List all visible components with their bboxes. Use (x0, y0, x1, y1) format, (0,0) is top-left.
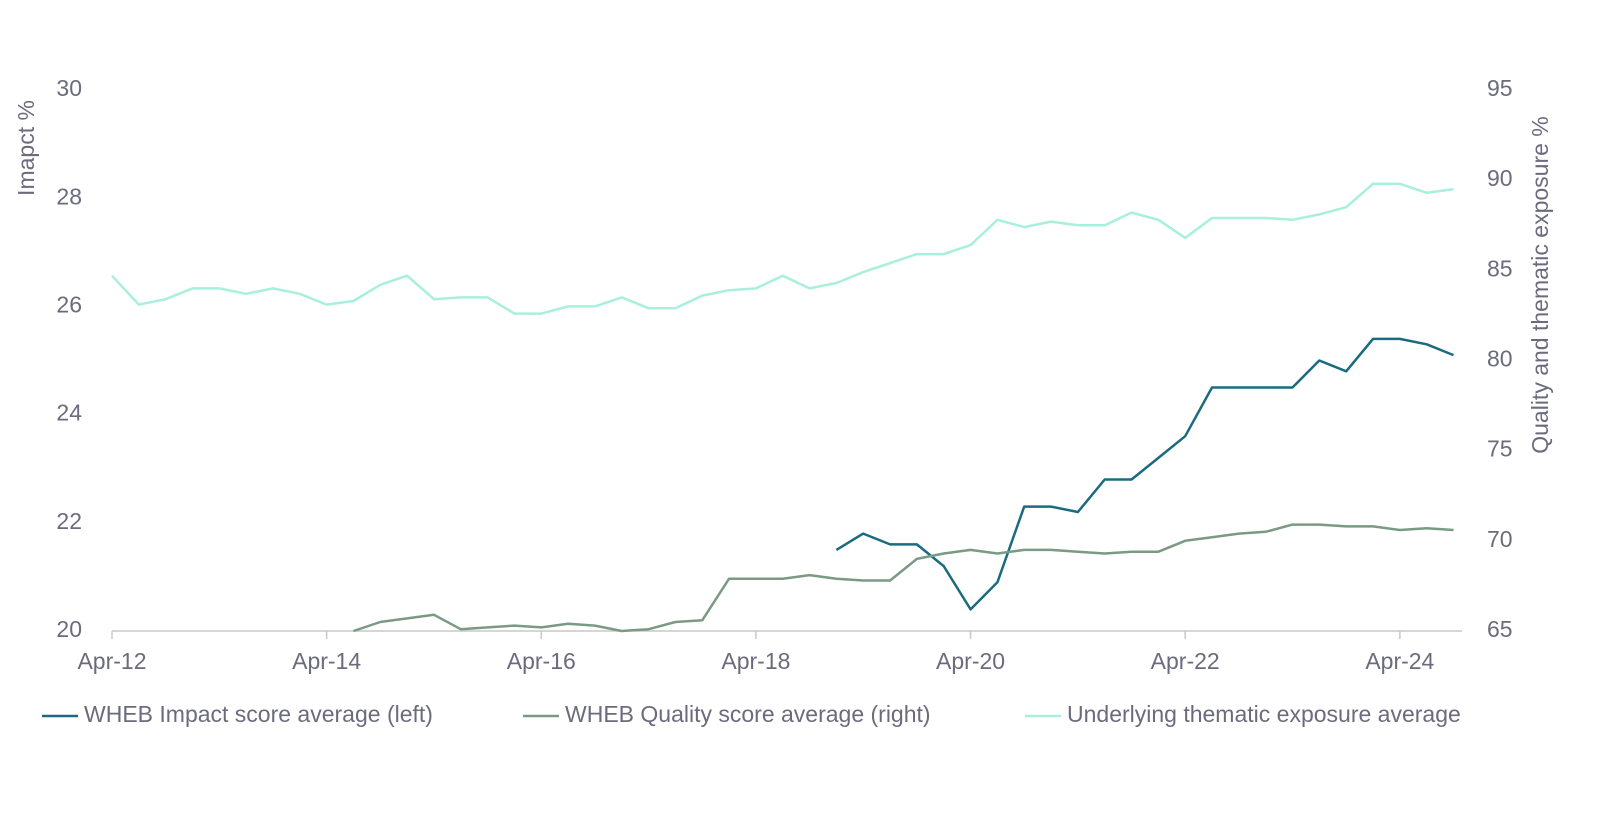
legend-label: WHEB Quality score average (right) (565, 701, 931, 727)
y-tick-label: 24 (56, 400, 82, 426)
series-line (835, 337, 1454, 611)
legend-label: Underlying thematic exposure average (1067, 701, 1461, 727)
y2-tick-label: 70 (1487, 526, 1513, 552)
series-line (353, 523, 1454, 633)
y-tick-label: 28 (56, 183, 82, 209)
x-tick-label: Apr-22 (1151, 648, 1220, 674)
x-tick-label: Apr-20 (936, 648, 1005, 674)
y-axis-title: Imapct % (13, 100, 39, 196)
y-tick-label: 30 (56, 75, 82, 101)
y2-tick-label: 75 (1487, 436, 1513, 462)
x-tick-label: Apr-14 (292, 648, 361, 674)
y-tick-label: 22 (56, 508, 82, 534)
series-line (111, 182, 1454, 315)
y-tick-label: 26 (56, 291, 82, 317)
legend-label: WHEB Impact score average (left) (84, 701, 433, 727)
x-tick-label: Apr-12 (77, 648, 146, 674)
y2-tick-label: 95 (1487, 75, 1513, 101)
y2-tick-label: 90 (1487, 165, 1513, 191)
x-tick-label: Apr-24 (1365, 648, 1434, 674)
x-tick-label: Apr-16 (507, 648, 576, 674)
y2-tick-label: 65 (1487, 616, 1513, 642)
y2-tick-label: 85 (1487, 255, 1513, 281)
y2-tick-label: 80 (1487, 346, 1513, 372)
y2-axis-title: Quality and thematic exposure % (1527, 116, 1553, 454)
y-tick-label: 20 (56, 616, 82, 642)
x-tick-label: Apr-18 (721, 648, 790, 674)
